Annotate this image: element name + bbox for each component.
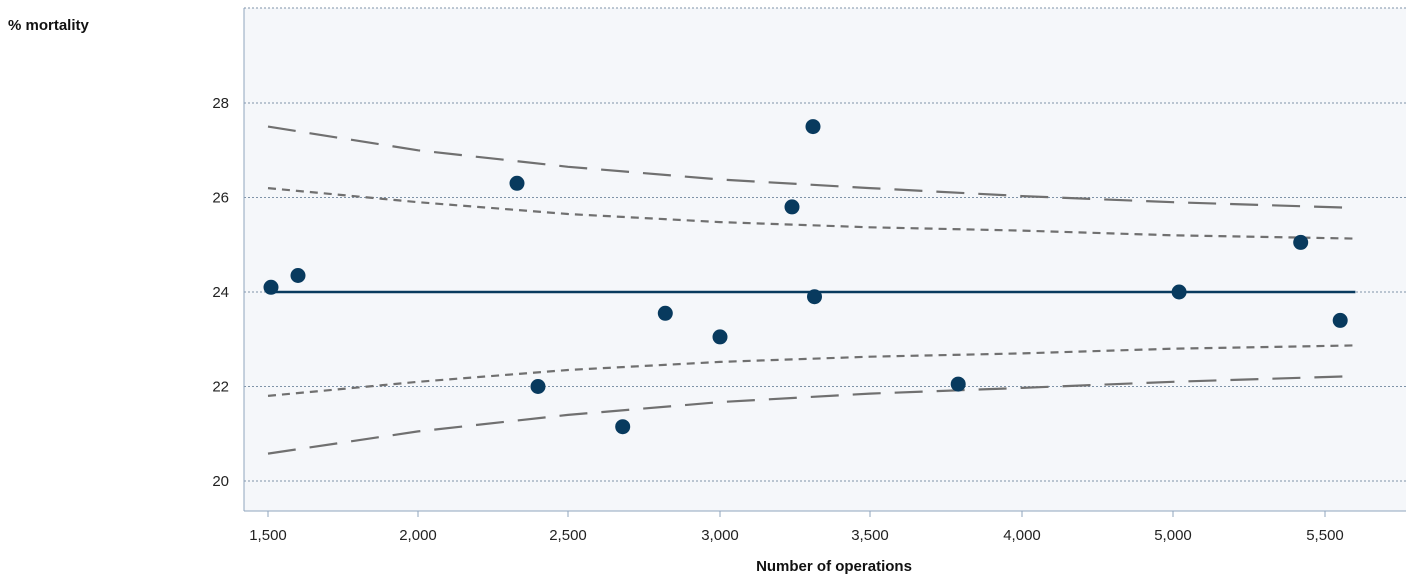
data-point-10	[807, 289, 822, 305]
x-tick-label: 1,500	[249, 527, 287, 544]
y-axis-title: % mortality	[8, 17, 90, 34]
outer-lower-limit-line	[267, 375, 1356, 455]
data-point-14	[1332, 312, 1348, 328]
data-point-5	[615, 419, 631, 435]
data-point-4	[530, 379, 546, 394]
data-point-7	[712, 329, 728, 345]
x-tick-label: 5,500	[1306, 527, 1344, 544]
tick-labels: 1,500 2,000 2,500 3,000 3,500 4,000 5,000 5,500…	[212, 95, 1343, 544]
data-point-3	[509, 175, 525, 191]
y-tick-label: 22	[212, 379, 229, 396]
x-axis-title: Number of operations	[756, 558, 912, 575]
x-tick-label: 3,000	[701, 527, 739, 544]
data-point-8	[784, 199, 800, 215]
data-point-12	[1171, 284, 1187, 300]
x-tick-label: 3,500	[851, 527, 889, 544]
data-point-9	[805, 119, 821, 135]
y-tick-label: 20	[212, 473, 229, 490]
control-limits	[267, 125, 1356, 455]
outer-upper-limit-line	[267, 125, 1356, 209]
y-tick-label: 26	[212, 190, 229, 207]
y-tick-label: 28	[212, 95, 229, 112]
y-tick-label: 24	[212, 284, 229, 301]
x-tick-label: 2,000	[399, 527, 437, 544]
data-point-6	[657, 305, 673, 321]
data-point-11	[950, 376, 966, 392]
data-point-2	[290, 268, 306, 283]
inner-upper-limit-line	[267, 187, 1356, 240]
x-tick-label: 4,000	[1003, 527, 1041, 544]
x-tick-label: 5,000	[1154, 527, 1192, 544]
data-point-1	[263, 279, 279, 295]
inner-lower-limit-line	[267, 344, 1356, 397]
axes	[243, 8, 1406, 517]
data-points	[263, 119, 1348, 435]
plot-background	[244, 8, 1406, 511]
data-point-13	[1293, 234, 1309, 250]
x-tick-label: 2,500	[549, 527, 587, 544]
